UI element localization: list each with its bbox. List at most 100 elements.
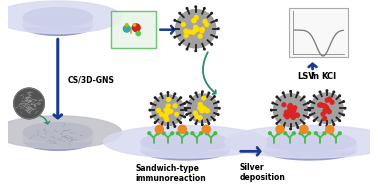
Circle shape: [174, 20, 176, 21]
Circle shape: [164, 115, 167, 119]
Circle shape: [198, 116, 201, 119]
Circle shape: [205, 23, 209, 26]
Circle shape: [156, 132, 159, 135]
Circle shape: [214, 119, 215, 121]
Ellipse shape: [141, 141, 229, 160]
Text: In: In: [311, 72, 320, 81]
Circle shape: [165, 118, 169, 121]
Circle shape: [297, 127, 299, 128]
Circle shape: [339, 95, 341, 97]
Ellipse shape: [176, 9, 216, 48]
Circle shape: [160, 126, 162, 127]
Circle shape: [184, 103, 185, 104]
Circle shape: [214, 96, 215, 97]
Circle shape: [174, 36, 176, 38]
Circle shape: [271, 109, 272, 111]
Circle shape: [165, 111, 169, 115]
Circle shape: [150, 103, 152, 104]
Circle shape: [195, 27, 199, 31]
Circle shape: [276, 123, 278, 124]
Circle shape: [328, 97, 332, 101]
Circle shape: [185, 109, 187, 111]
Circle shape: [343, 101, 344, 102]
Circle shape: [293, 106, 297, 110]
Circle shape: [192, 19, 196, 23]
Circle shape: [310, 114, 311, 116]
Circle shape: [180, 122, 181, 123]
Circle shape: [318, 103, 322, 107]
Circle shape: [308, 102, 309, 104]
Circle shape: [166, 108, 170, 112]
Circle shape: [208, 123, 210, 124]
Circle shape: [290, 112, 294, 116]
Circle shape: [290, 109, 294, 113]
Circle shape: [313, 120, 315, 121]
Circle shape: [297, 92, 299, 94]
Circle shape: [162, 132, 165, 135]
Circle shape: [296, 113, 299, 117]
FancyBboxPatch shape: [289, 8, 348, 57]
Circle shape: [272, 117, 274, 118]
Circle shape: [191, 31, 195, 34]
Ellipse shape: [152, 95, 184, 126]
Circle shape: [308, 108, 310, 109]
Circle shape: [166, 104, 170, 108]
Circle shape: [184, 34, 188, 37]
Ellipse shape: [0, 116, 122, 148]
Circle shape: [185, 108, 186, 109]
Circle shape: [14, 88, 44, 119]
Circle shape: [181, 23, 185, 26]
Circle shape: [309, 109, 310, 111]
Polygon shape: [23, 17, 92, 26]
Circle shape: [217, 114, 219, 115]
Circle shape: [285, 110, 288, 114]
Circle shape: [167, 97, 170, 101]
Circle shape: [294, 113, 298, 117]
Circle shape: [167, 110, 171, 113]
Circle shape: [154, 122, 156, 123]
Circle shape: [327, 110, 331, 114]
Circle shape: [171, 132, 174, 135]
Circle shape: [148, 132, 150, 135]
Circle shape: [206, 109, 209, 113]
Circle shape: [326, 125, 334, 133]
Circle shape: [299, 132, 302, 135]
Ellipse shape: [23, 16, 92, 36]
Ellipse shape: [187, 94, 217, 123]
Circle shape: [282, 92, 284, 94]
Circle shape: [149, 109, 150, 111]
Circle shape: [276, 125, 284, 133]
Circle shape: [186, 48, 188, 50]
Circle shape: [338, 132, 341, 135]
Ellipse shape: [0, 1, 122, 33]
Circle shape: [200, 109, 204, 113]
Circle shape: [177, 132, 180, 135]
Circle shape: [198, 34, 202, 38]
Circle shape: [169, 109, 173, 113]
Circle shape: [174, 93, 176, 95]
Circle shape: [282, 103, 286, 107]
Circle shape: [201, 91, 203, 92]
Circle shape: [326, 90, 328, 91]
Circle shape: [319, 103, 323, 107]
Circle shape: [323, 132, 326, 135]
Circle shape: [211, 12, 212, 14]
Circle shape: [292, 108, 296, 112]
Circle shape: [304, 123, 305, 124]
Circle shape: [288, 104, 292, 107]
Circle shape: [194, 27, 198, 31]
Ellipse shape: [141, 132, 229, 151]
Circle shape: [325, 98, 329, 102]
Circle shape: [319, 91, 321, 93]
Circle shape: [276, 96, 278, 98]
Circle shape: [208, 92, 210, 94]
Circle shape: [326, 108, 330, 112]
Circle shape: [195, 123, 197, 124]
Circle shape: [310, 101, 311, 102]
Circle shape: [150, 116, 152, 118]
Circle shape: [325, 107, 328, 110]
Circle shape: [167, 127, 169, 129]
Circle shape: [190, 96, 191, 97]
Circle shape: [319, 124, 321, 125]
Circle shape: [211, 44, 212, 45]
